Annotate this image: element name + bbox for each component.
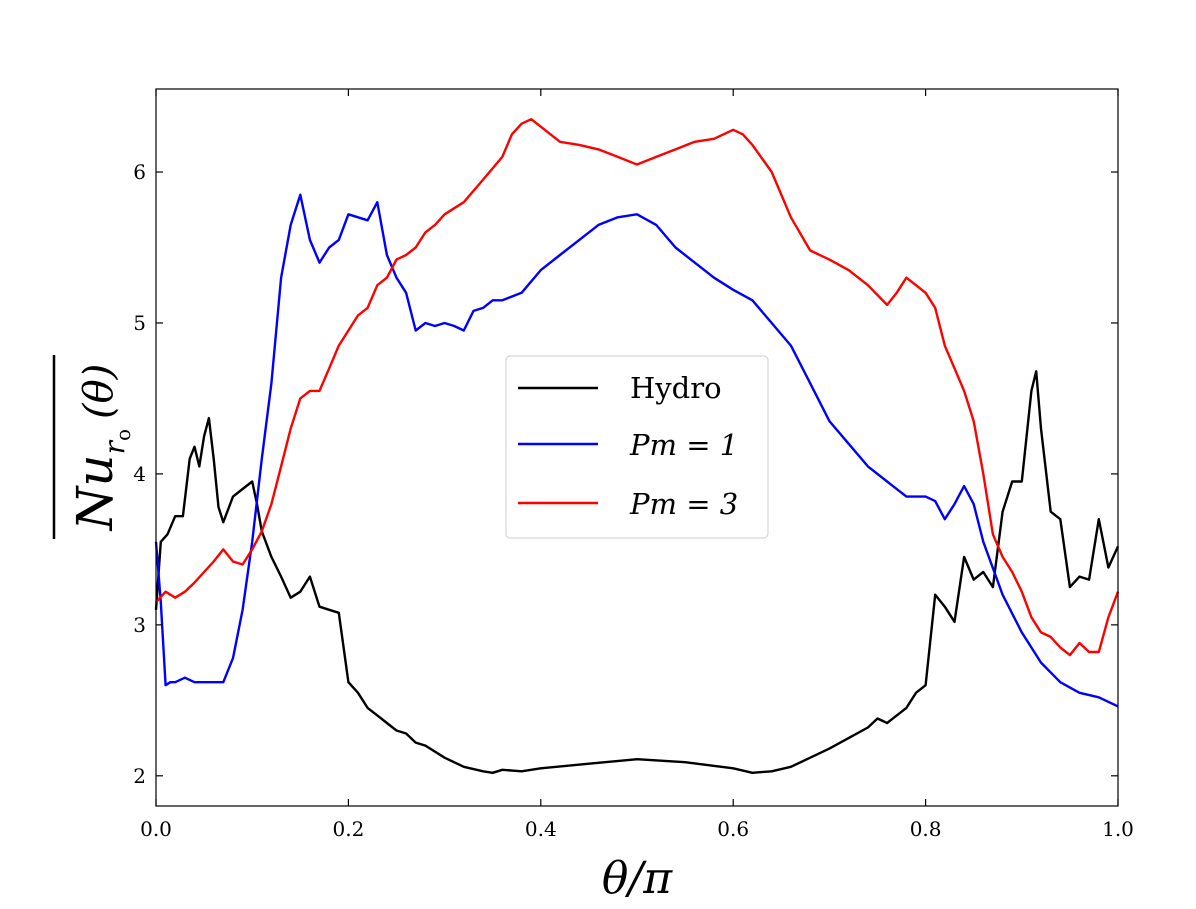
- x-tick-label: 0.4: [525, 817, 557, 841]
- x-tick-label: 0.2: [332, 817, 364, 841]
- legend-box: [505, 355, 769, 539]
- y-tick-label: 2: [133, 764, 146, 788]
- tick-layer: 0.0 0.2 0.4 0.6 0.8 1.0 2 3 4 5 6: [133, 89, 1134, 841]
- y-axis-label-subsub: o: [111, 429, 135, 441]
- legend-label-pm3: Pm = 3: [629, 487, 738, 521]
- y-tick-label: 6: [133, 160, 146, 184]
- legend-label-hydro: Hydro: [630, 371, 722, 405]
- x-tick-label: 0.8: [910, 817, 942, 841]
- y-axis-label-text: Nuro (θ): [66, 364, 135, 532]
- x-tick-label: 0.0: [140, 817, 172, 841]
- y-tick-label: 3: [133, 613, 146, 637]
- x-tick-label: 0.6: [717, 817, 749, 841]
- y-axis-label-main: Nu: [66, 454, 124, 531]
- y-axis-label: Nuro (θ): [52, 355, 135, 539]
- y-tick-label: 4: [133, 462, 146, 486]
- series-line-1: [154, 193, 1119, 708]
- series-layer: [154, 118, 1120, 774]
- plot-frame: [155, 88, 1119, 807]
- series-line-0: [154, 370, 1120, 774]
- legend: Hydro Pm = 1 Pm = 3: [505, 355, 769, 539]
- x-tick-label: 1.0: [1102, 817, 1134, 841]
- y-axis-label-sub: r: [98, 439, 131, 454]
- x-axis-label: θ/π: [602, 853, 673, 904]
- series-line-2: [155, 118, 1120, 657]
- y-tick-label: 5: [133, 311, 146, 335]
- y-axis-label-arg: (θ): [76, 364, 122, 419]
- legend-label-pm1: Pm = 1: [629, 428, 738, 462]
